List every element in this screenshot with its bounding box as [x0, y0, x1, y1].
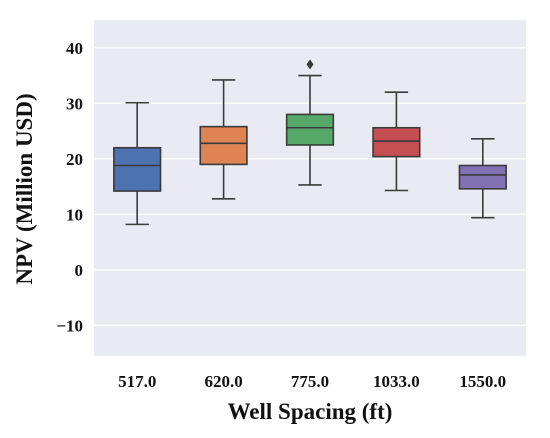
x-tick-label: 517.0 [118, 372, 156, 391]
y-tick-label: −10 [56, 316, 83, 335]
x-axis-title: Well Spacing (ft) [228, 399, 393, 424]
y-tick-label: 30 [66, 94, 83, 113]
y-tick-labels: −10 0 10 20 30 40 [56, 39, 83, 336]
x-tick-label: 1550.0 [459, 372, 506, 391]
iqr-box [285, 113, 335, 146]
iqr-box [372, 126, 421, 158]
iqr-box [458, 164, 507, 190]
box-775.0 [285, 59, 335, 186]
box-517.0 [113, 101, 162, 226]
boxes [113, 59, 507, 226]
x-tick-label: 1033.0 [373, 372, 420, 391]
iqr-box [113, 146, 162, 192]
box-1033.0 [372, 91, 421, 192]
y-tick-label: 40 [66, 39, 83, 58]
outlier-marker [306, 59, 314, 70]
iqr-box [199, 125, 248, 166]
y-axis-title: NPV (Million USD) [12, 93, 37, 284]
x-tick-label: 775.0 [291, 372, 329, 391]
box-620.0 [199, 79, 248, 200]
y-tick-label: 0 [75, 261, 84, 280]
y-tick-label: 20 [66, 150, 83, 169]
x-tick-labels: 517.0 620.0 775.0 1033.0 1550.0 [118, 372, 506, 391]
x-tick-label: 620.0 [204, 372, 242, 391]
box-1550.0 [458, 138, 507, 219]
y-tick-label: 10 [66, 205, 83, 224]
